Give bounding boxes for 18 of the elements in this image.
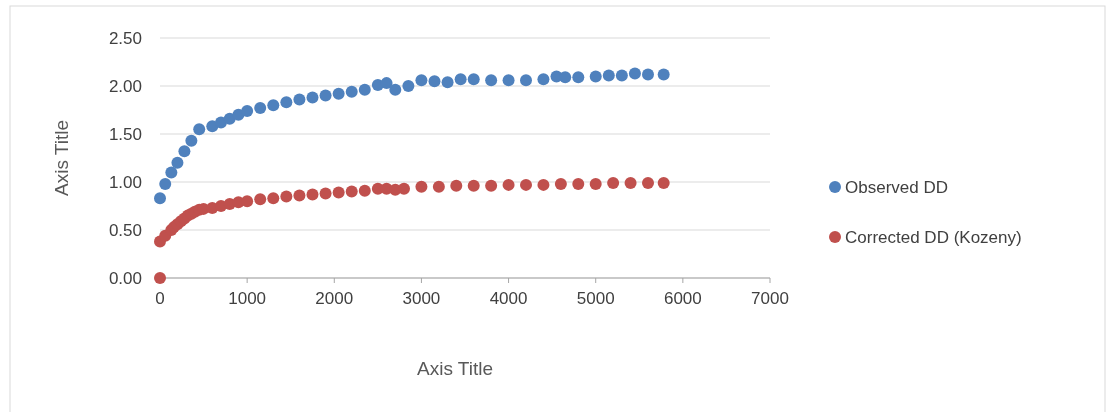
x-tick-label: 4000	[489, 289, 528, 308]
y-tick-label: 2.00	[108, 77, 142, 96]
x-tick-label: 7000	[751, 289, 789, 308]
x-tick-label: 0	[155, 289, 165, 308]
x-tick-label: 5000	[576, 289, 615, 308]
legend-label: Observed DD	[845, 178, 948, 197]
x-tick-label: 6000	[663, 289, 702, 308]
y-tick-label: 1.00	[108, 173, 142, 192]
x-axis-title: Axis Title	[416, 358, 494, 379]
x-tick-label: 2000	[315, 289, 354, 308]
y-tick-label: 2.50	[108, 29, 142, 48]
x-tick-label: 1000	[228, 289, 267, 308]
y-tick-label: 0.50	[108, 221, 142, 240]
x-tick-label: 3000	[402, 289, 441, 308]
y-axis-title: Axis Title	[51, 119, 72, 197]
y-tick-label: 1.50	[108, 125, 142, 144]
y-tick-label: 0.00	[108, 269, 142, 288]
legend-label: Corrected DD (Kozeny)	[845, 228, 1022, 247]
